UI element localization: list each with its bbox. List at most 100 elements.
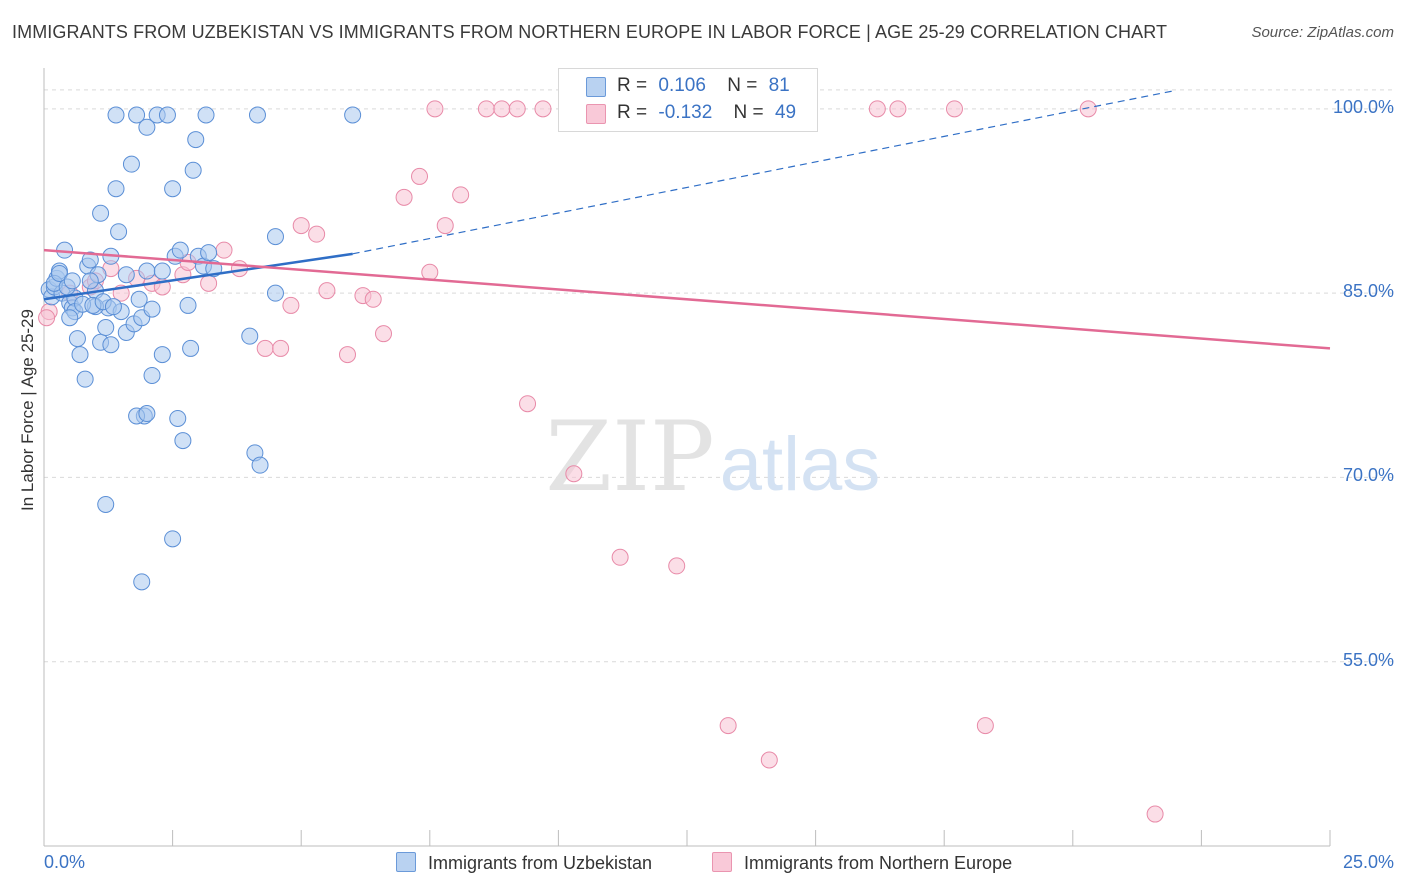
watermark: ZIP atlas [545,401,880,513]
uzbekistan-point [107,106,125,124]
stats-legend: R = 0.106 N = 81 R = -0.132 N = 49 [558,68,818,132]
y-axis-label-wrap: In Labor Force | Age 25-29 [16,240,40,580]
northern-europe-point [889,100,907,118]
trend-lines [43,89,1331,350]
legend-swatch-uzbekistan [586,77,606,97]
bottom-legend-label-northern-europe: Immigrants from Northern Europe [744,853,1013,873]
legend-r-value: -0.132 [658,102,713,123]
bottom-legend-uzbekistan: Immigrants from Uzbekistan [396,852,652,874]
uzbekistan-point [117,266,135,284]
northern-europe-point [318,282,336,300]
uzbekistan-point [179,296,197,314]
northern-europe-point [426,100,444,118]
uzbekistan-trend-extension [352,89,1176,255]
uzbekistan-trend-line [43,252,353,301]
legend-r-label: R = [617,102,648,123]
northern-europe-point [534,100,552,118]
uzbekistan-point [71,346,89,364]
northern-europe-point [256,339,274,357]
uzbekistan-point [102,336,120,354]
northern-europe-point [395,188,413,206]
northern-europe-point [477,100,495,118]
northern-europe-point [272,339,290,357]
uzbekistan-point [138,262,156,280]
uzbekistan-point [241,327,259,345]
northern-europe-point [508,100,526,118]
axes [43,68,1331,847]
uzbekistan-point [143,300,161,318]
y-tick-label: 55.0% [1342,649,1394,670]
uzbekistan-point [266,228,284,246]
northern-europe-point [1079,100,1097,118]
uzbekistan-point [63,272,81,290]
uzbekistan-point [68,330,86,348]
northern-europe-point [493,100,511,118]
bottom-legend-swatch-uzbekistan [396,852,416,872]
chart-title: IMMIGRANTS FROM UZBEKISTAN VS IMMIGRANTS… [12,22,1168,42]
uzbekistan-point [164,180,182,198]
uzbekistan-point [187,131,205,149]
northern-europe-point [565,465,583,483]
y-axis-label: In Labor Force | Age 25-29 [18,309,37,511]
uzbekistan-point [169,409,187,427]
y-tick-label: 100.0% [1332,96,1394,117]
legend-n-value: 49 [774,102,797,123]
uzbekistan-point [153,262,171,280]
uzbekistan-point [61,309,79,327]
northern-europe-point [282,296,300,314]
source-label: Source: ZipAtlas.com [1251,24,1394,41]
x-tick-label-min: 0.0% [44,852,86,872]
uzbekistan-point [158,106,176,124]
series-uzbekistan-points [40,106,362,591]
uzbekistan-point [104,298,122,316]
uzbekistan-point [200,244,218,262]
northern-europe-point [519,395,537,413]
uzbekistan-point [251,456,269,474]
uzbekistan-point [182,339,200,357]
uzbekistan-point [171,241,189,259]
northern-europe-point [38,309,56,327]
northern-europe-point [868,100,886,118]
uzbekistan-point [344,106,362,124]
northern-europe-point [611,548,629,566]
uzbekistan-point [50,264,68,282]
legend-n-label: N = [727,75,758,96]
uzbekistan-point [248,106,266,124]
legend-swatch-northern-europe [586,104,606,124]
bottom-legend-swatch-northern-europe [712,852,732,872]
uzbekistan-point [266,284,284,302]
uzbekistan-point [110,223,128,241]
northern-europe-point [411,167,429,185]
northern-europe-point [338,346,356,364]
legend-n-value: 81 [768,75,790,96]
uzbekistan-point [76,370,94,388]
uzbekistan-point [153,346,171,364]
northern-europe-point [436,217,454,235]
legend-row-uzbekistan: R = 0.106 N = 81 [617,75,790,97]
northern-europe-point [719,717,737,735]
northern-europe-point [375,325,393,343]
uzbekistan-point [133,573,151,591]
uzbekistan-point [107,180,125,198]
x-tick-label-max: 25.0% [1342,852,1394,872]
uzbekistan-point [81,251,99,269]
uzbekistan-point [138,405,156,423]
y-tick-label: 70.0% [1342,465,1394,486]
uzbekistan-point [81,272,99,290]
watermark-atlas: atlas [720,422,881,507]
uzbekistan-point [130,290,148,308]
uzbekistan-point [184,161,202,179]
northern-europe-point [452,186,470,204]
northern-europe-point [976,717,994,735]
northern-europe-point [364,290,382,308]
grid-lines [44,89,1392,663]
northern-europe-point [421,263,439,281]
northern-europe-point [945,100,963,118]
northern-europe-point [200,274,218,292]
uzbekistan-point [197,106,215,124]
northern-europe-point [292,217,310,235]
uzbekistan-point [164,530,182,548]
uzbekistan-point [143,366,161,384]
northern-europe-point [760,751,778,769]
